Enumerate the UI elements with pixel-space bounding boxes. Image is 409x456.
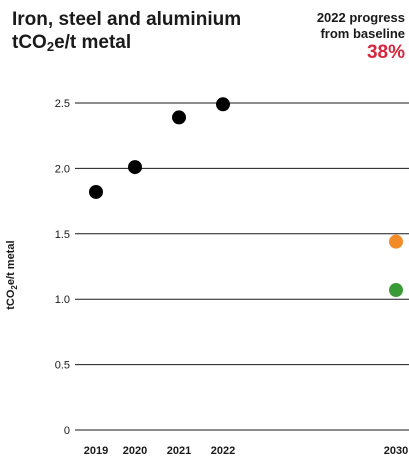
chart-title-line-1: Iron, steel and aluminium [12, 9, 242, 30]
progress-box: 2022 progress from baseline 38% [317, 10, 405, 64]
data-point [389, 283, 403, 298]
chart-title-line-2: tCO2e/t metal [12, 32, 132, 54]
progress-label-line-2: from baseline [320, 26, 405, 41]
x-tick-label: 2019 [84, 445, 108, 456]
y-tick-label: 1.0 [55, 294, 70, 306]
x-tick-label: 2021 [167, 445, 191, 456]
y-tick-label: 0.5 [55, 360, 70, 372]
data-point [389, 234, 403, 249]
y-tick-label: 0 [64, 425, 70, 437]
y-tick-label: 2.5 [55, 98, 70, 110]
data-point [216, 97, 230, 112]
data-point [172, 110, 186, 125]
x-tick-label: 2020 [123, 445, 147, 456]
data-point [89, 184, 103, 199]
x-tick-label: 2030 [384, 445, 408, 456]
y-tick-label: 2.0 [55, 163, 70, 175]
progress-value: 38% [366, 42, 405, 63]
y-tick-label: 1.5 [55, 229, 70, 241]
progress-label-line-1: 2022 progress [316, 10, 405, 25]
data-point [128, 160, 142, 175]
chart-title: Iron, steel and aluminium tCO2e/t metal [12, 8, 282, 58]
x-tick-label: 2022 [211, 445, 235, 456]
